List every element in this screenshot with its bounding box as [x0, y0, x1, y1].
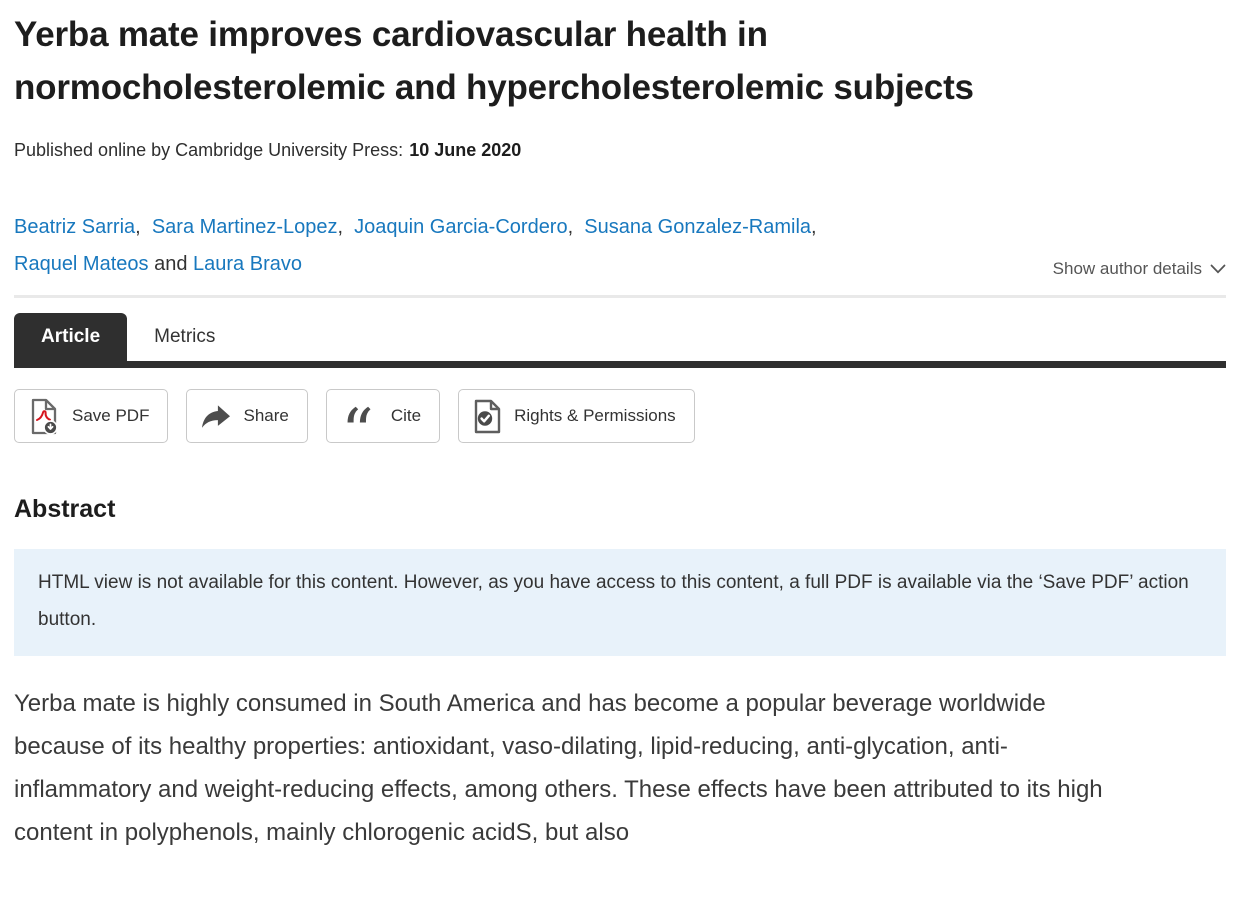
tab-underbar: [14, 361, 1226, 369]
author-link-sara-martinez-lopez[interactable]: Sara Martinez-Lopez: [151, 216, 338, 239]
published-prefix: Published online by Cambridge University…: [14, 140, 404, 161]
save-pdf-button[interactable]: Save PDF: [14, 389, 169, 444]
cite-button[interactable]: “ Cite: [325, 389, 441, 444]
abstract-heading: Abstract: [14, 495, 116, 524]
html-unavailable-notice: HTML view is not available for this cont…: [14, 549, 1226, 657]
author-link-susana-gonzalez-ramila[interactable]: Susana Gonzalez-Ramila: [584, 216, 812, 239]
pdf-download-icon: [31, 398, 58, 435]
save-pdf-label: Save PDF: [72, 406, 150, 426]
author-separator: and: [148, 253, 194, 276]
share-button[interactable]: Share: [186, 389, 308, 444]
author-separator: ,: [337, 216, 355, 239]
author-link-laura-bravo[interactable]: Laura Bravo: [193, 253, 302, 276]
chevron-down-icon: [1210, 264, 1226, 274]
quote-glyph: “: [341, 402, 374, 430]
tab-metrics[interactable]: Metrics: [154, 326, 216, 348]
show-author-details-button[interactable]: Show author details: [1053, 259, 1226, 283]
cite-label: Cite: [390, 406, 422, 426]
rights-permissions-label: Rights & Permissions: [514, 406, 676, 426]
abstract-text: Yerba mate is highly consumed in South A…: [14, 690, 1103, 847]
tab-article[interactable]: Article: [14, 313, 128, 362]
author-link-raquel-mateos[interactable]: Raquel Mateos: [14, 253, 149, 276]
authors-list: Beatriz Sarria, Sara Martinez-Lopez, Joa…: [14, 209, 817, 283]
published-line: Published online by Cambridge University…: [14, 140, 1226, 161]
share-label: Share: [243, 406, 289, 426]
section-divider: [14, 295, 1226, 299]
author-separator: ,: [567, 216, 585, 239]
author-link-beatriz-sarria[interactable]: Beatriz Sarria: [14, 216, 136, 239]
document-check-icon: [474, 399, 501, 434]
tab-bar: Article Metrics: [14, 313, 1226, 362]
quote-icon: “: [341, 402, 374, 430]
author-separator: ,: [811, 216, 817, 239]
action-buttons: Save PDF Share “ Cite Rights & Permissio…: [14, 389, 1226, 444]
share-arrow-icon: [202, 405, 231, 428]
rights-permissions-button[interactable]: Rights & Permissions: [458, 389, 695, 444]
author-link-joaquin-garcia-cordero[interactable]: Joaquin Garcia-Cordero: [354, 216, 568, 239]
author-separator: ,: [135, 216, 152, 239]
page-title: Yerba mate improves cardiovascular healt…: [14, 15, 974, 108]
show-author-details-label: Show author details: [1052, 259, 1202, 279]
authors-row: Beatriz Sarria, Sara Martinez-Lopez, Joa…: [14, 209, 1226, 283]
article-page: Yerba mate improves cardiovascular healt…: [14, 15, 1226, 847]
published-date: 10 June 2020: [409, 140, 522, 161]
